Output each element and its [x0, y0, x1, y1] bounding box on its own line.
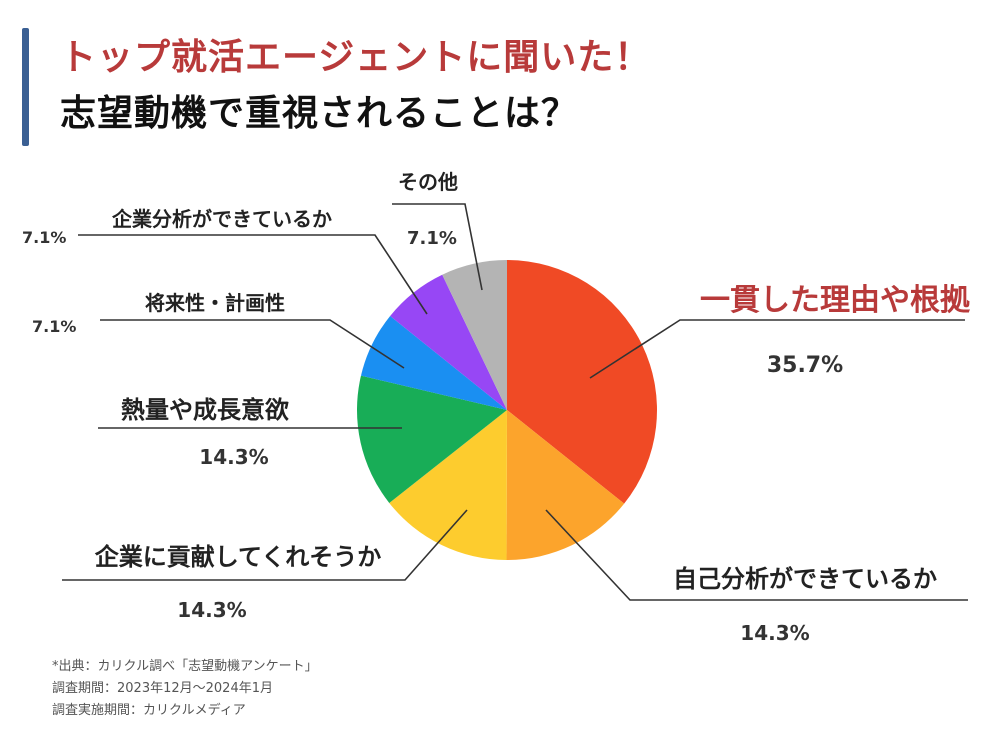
- pie-slice: [356, 375, 507, 503]
- pie-slice: [507, 260, 657, 504]
- pie-slice: [360, 315, 507, 410]
- slice-label: 将来性・計画性: [145, 291, 285, 315]
- slice-label: その他: [398, 170, 458, 194]
- title-accent-bar: [22, 28, 29, 146]
- slice-value-label: 7.1%: [407, 228, 457, 249]
- slice-label: 企業に貢献してくれそうか: [95, 543, 382, 571]
- leader-line: [589, 319, 965, 379]
- slice-label: 企業分析ができているか: [111, 207, 332, 231]
- chart-title-line1: トップ就活エージェントに聞いた！: [60, 37, 652, 78]
- source-line-1: *出典：カリクル調べ「志望動機アンケート」: [52, 659, 318, 674]
- slice-value-label: 7.1%: [32, 317, 76, 336]
- pie-slice: [442, 260, 507, 410]
- slice-value-label: 14.3%: [740, 621, 809, 645]
- slice-label: 自己分析ができているか: [673, 565, 937, 593]
- slice-value-label: 7.1%: [22, 228, 66, 247]
- leader-line: [62, 509, 468, 581]
- leader-line: [78, 234, 428, 315]
- chart-title-line2: 志望動機で重視されることは？: [60, 93, 579, 134]
- source-line-3: 調査実施期間：カリクルメディア: [52, 703, 246, 718]
- slice-value-label: 14.3%: [177, 598, 246, 622]
- pie-slice: [390, 274, 507, 410]
- source-note: *出典：カリクル調べ「志望動機アンケート」 調査期間：2023年12月〜2024…: [52, 656, 318, 722]
- leader-line: [545, 509, 968, 601]
- source-line-2: 調査期間：2023年12月〜2024年1月: [52, 681, 273, 696]
- pie-slice: [506, 410, 625, 560]
- leader-line: [100, 319, 405, 369]
- slice-label: 一貫した理由や根拠: [700, 283, 971, 318]
- slice-value-label: 14.3%: [199, 445, 268, 469]
- slice-value-label: 35.7%: [767, 353, 843, 378]
- leader-line: [392, 203, 483, 291]
- pie-slice: [389, 410, 507, 560]
- slice-label: 熱量や成長意欲: [121, 396, 289, 424]
